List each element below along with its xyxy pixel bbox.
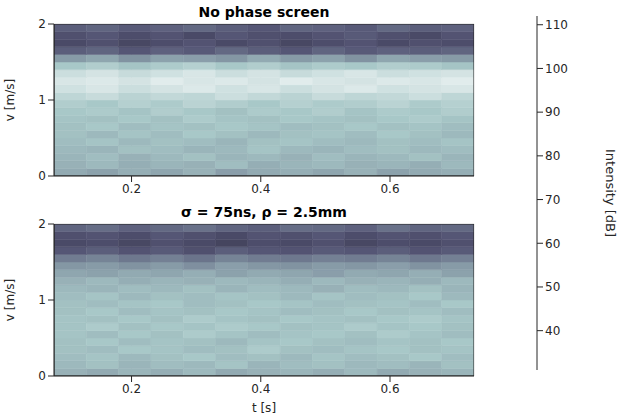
svg-text:0: 0	[38, 169, 46, 183]
svg-text:100: 100	[545, 62, 568, 76]
svg-text:0.4: 0.4	[251, 382, 270, 396]
svg-text:0.6: 0.6	[380, 382, 399, 396]
svg-text:80: 80	[545, 149, 560, 163]
svg-text:0.4: 0.4	[251, 182, 270, 196]
svg-text:v [m/s]: v [m/s]	[3, 79, 17, 121]
svg-text:1: 1	[38, 93, 46, 107]
svg-text:2: 2	[38, 217, 46, 231]
svg-text:2: 2	[38, 17, 46, 31]
svg-text:50: 50	[545, 280, 560, 294]
html-text:No phase screen: No phase screen	[198, 4, 330, 20]
svg-text:t [s]: t [s]	[252, 401, 276, 414]
svg-text:40: 40	[545, 324, 560, 338]
svg-text:60: 60	[545, 237, 560, 251]
svg-text:0.6: 0.6	[380, 182, 399, 196]
svg-text:0.2: 0.2	[122, 382, 141, 396]
svg-text:0: 0	[38, 369, 46, 383]
svg-text:110: 110	[545, 18, 568, 32]
html-text:σ = 75ns, ρ = 2.5mm: σ = 75ns, ρ = 2.5mm	[181, 204, 347, 220]
svg-text:0.2: 0.2	[122, 182, 141, 196]
svg-text:Intensity [dB]: Intensity [dB]	[603, 149, 617, 237]
svg-text:1: 1	[38, 293, 46, 307]
svg-text:70: 70	[545, 193, 560, 207]
svg-text:v [m/s]: v [m/s]	[3, 279, 17, 321]
svg-text:90: 90	[545, 105, 560, 119]
